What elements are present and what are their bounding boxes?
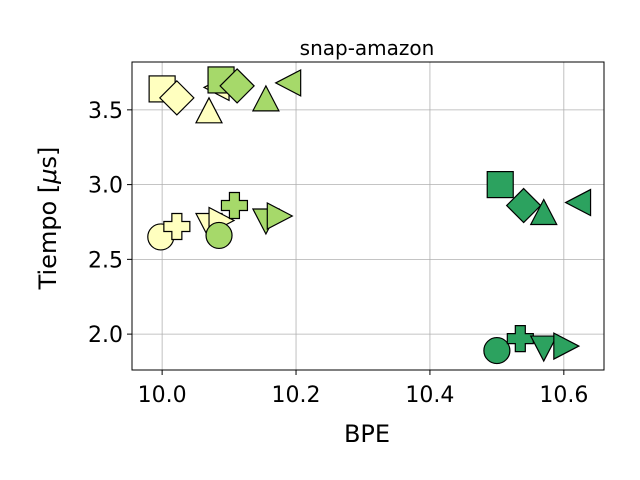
point-circle: [205, 221, 233, 250]
y-axis-label-mu: μ: [34, 168, 62, 184]
y-axis-label-text: Tiempo [: [34, 184, 62, 291]
x-tick-label: 10.6: [539, 383, 588, 408]
data-points: [147, 66, 592, 365]
y-axis-ticks: 2.0 2.5 3.0 3.5: [88, 99, 132, 348]
y-tick-label: 3.5: [88, 99, 123, 124]
y-tick-label: 2.5: [88, 248, 123, 273]
chart-title: snap-amazon: [300, 36, 435, 60]
point-triangle-left: [564, 188, 592, 217]
y-tick-label: 3.0: [88, 174, 123, 199]
x-axis-label: BPE: [344, 420, 390, 448]
point-circle: [483, 336, 511, 365]
y-axis-label: Tiempo [μs]: [34, 147, 62, 291]
point-triangle-up: [529, 198, 558, 226]
x-axis-ticks: 10.0 10.2 10.4 10.6: [138, 370, 588, 408]
point-triangle-up: [195, 96, 223, 124]
y-axis-label-unit: s]: [34, 147, 62, 169]
point-triangle-left: [274, 68, 302, 97]
point-square: [486, 171, 514, 199]
x-tick-label: 10.0: [138, 383, 187, 408]
point-diamond: [159, 80, 195, 116]
point-diamond: [219, 68, 255, 104]
x-tick-label: 10.4: [405, 383, 454, 408]
x-tick-label: 10.2: [272, 383, 321, 408]
point-plus: [506, 325, 534, 353]
y-tick-label: 2.0: [88, 323, 123, 348]
grid-lines: [132, 62, 604, 370]
point-diamond: [505, 187, 542, 224]
plot-frame: [131, 61, 605, 371]
point-triangle-up: [251, 84, 280, 112]
point-triangle-right: [553, 332, 581, 361]
point-plus: [220, 191, 249, 220]
point-triangle-down: [529, 335, 558, 363]
point-triangle-right: [266, 202, 294, 230]
point-plus: [163, 212, 191, 241]
